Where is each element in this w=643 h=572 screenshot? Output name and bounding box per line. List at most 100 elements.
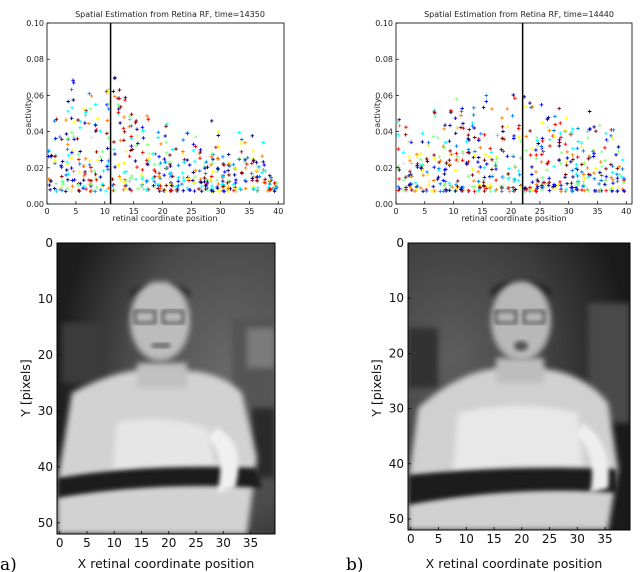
scatter-point (427, 179, 431, 184)
scatter-point (581, 184, 585, 188)
scatter-point (477, 138, 481, 143)
scatter-point (267, 178, 272, 182)
scatter-point (473, 185, 477, 189)
scatter-point (403, 132, 408, 137)
scatter-point (157, 163, 162, 167)
scatter-point (193, 159, 197, 164)
scatter-point (620, 167, 625, 171)
scatter-point (117, 88, 122, 92)
x-axis-label: retinal coordinate position (461, 214, 566, 223)
scatter-point (570, 168, 575, 173)
scatter-point (52, 186, 57, 191)
scatter-point (425, 159, 430, 164)
scatter-point (72, 120, 77, 124)
scatter-point (415, 165, 420, 169)
scatter-point (243, 158, 247, 162)
scatter-point (539, 152, 544, 157)
scatter-point (500, 116, 504, 120)
scatter-point (140, 181, 144, 186)
scatter-point (565, 150, 569, 154)
x-tick-label: 25 (188, 536, 203, 550)
scatter-point (528, 153, 533, 157)
scatter-point (176, 184, 181, 188)
scatter-point (472, 189, 477, 194)
scatter-point (435, 177, 440, 181)
scatter-point (547, 188, 552, 193)
scatter-point (64, 173, 68, 177)
scatter-point (545, 168, 549, 172)
scatter-point (500, 136, 505, 141)
scatter-point (216, 133, 221, 138)
y-axis-ticks: 0 10 20 30 40 50 (38, 236, 60, 530)
scatter-point (415, 155, 420, 159)
scatter-point (211, 189, 216, 194)
scatter-point (87, 178, 91, 182)
scatter-point (94, 129, 98, 133)
scatter-point (545, 162, 549, 166)
scatter-point (494, 157, 499, 161)
scatter-point (116, 103, 121, 108)
scatter-point (69, 166, 74, 170)
scatter-point (447, 162, 452, 167)
scatter-point (494, 178, 498, 182)
scatter-point (397, 117, 401, 122)
scatter-point (420, 140, 425, 144)
x-tick-label: 20 (506, 207, 516, 216)
plot-area (395, 22, 633, 205)
scatter-point (512, 136, 516, 141)
scatter-point (616, 145, 621, 149)
scatter-point (587, 109, 592, 114)
x-tick-label: 25 (186, 207, 196, 216)
scatter-point (164, 183, 169, 188)
scatter-point (174, 184, 178, 189)
scatter-point (243, 186, 248, 191)
scatter-point (151, 184, 156, 188)
scatter-point (600, 164, 604, 169)
scatter-point (438, 159, 443, 163)
scatter-point (254, 168, 259, 173)
scatter-point (570, 188, 574, 193)
scatter-point (432, 165, 436, 169)
scatter-point (136, 141, 140, 146)
x-tick-label: 10 (448, 207, 458, 216)
x-axis-ticks: 0 5 10 15 20 25 30 35 (407, 527, 613, 546)
scatter-point (557, 106, 561, 111)
scatter-point (563, 142, 568, 146)
scatter-point (182, 160, 186, 164)
scatter-point (116, 163, 121, 167)
scatter-point (611, 177, 615, 182)
scatter-point (123, 184, 127, 188)
scatter-point (564, 187, 568, 192)
scatter-point (70, 130, 74, 135)
scatter-point (88, 182, 92, 186)
scatter-point (90, 183, 94, 187)
scatter-point (221, 174, 225, 179)
scatter-point (123, 95, 128, 100)
scatter-point (210, 170, 215, 174)
scatter-point (621, 180, 626, 185)
scatter-point (401, 150, 406, 155)
scatter-point (95, 158, 100, 162)
scatter-point (565, 156, 570, 160)
scatter-point (404, 175, 408, 179)
scatter-point (484, 99, 489, 104)
scatter-point (199, 185, 204, 189)
scatter-point (127, 124, 132, 129)
x-axis-ticks: 0 5 10 15 20 25 30 35 40 (44, 201, 283, 216)
scatter-point (129, 144, 134, 148)
scatter-point (575, 155, 580, 159)
scatter-point (134, 119, 138, 123)
x-tick-label: 20 (158, 207, 168, 216)
scatter-point (118, 105, 123, 109)
scatter-point (140, 173, 144, 177)
scatter-point (576, 139, 580, 144)
scatter-point (71, 81, 76, 85)
scatter-point (586, 136, 590, 140)
scatter-point (432, 178, 436, 183)
scatter-point (444, 161, 449, 165)
scatter-point (76, 152, 81, 157)
scatter-point (604, 188, 608, 193)
scatter-point (456, 159, 460, 164)
scatter-point (530, 165, 534, 169)
scatter-point (574, 166, 578, 171)
